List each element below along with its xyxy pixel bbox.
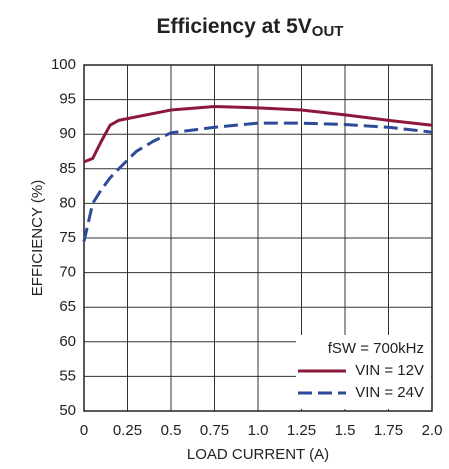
series-line	[82, 121, 433, 242]
x-tick-label: 1.0	[248, 422, 269, 439]
y-tick-label: 95	[59, 91, 76, 108]
x-tick-label: 1.5	[335, 422, 356, 439]
title-main: Efficiency at 5V	[157, 15, 312, 38]
y-tick-label: 85	[59, 160, 76, 177]
legend-label: VIN = 12V	[355, 362, 424, 379]
legend-label: VIN = 24V	[355, 384, 424, 401]
y-tick-label: 70	[59, 264, 76, 281]
x-tick-label: 2.0	[422, 422, 443, 439]
y-tick-label: 50	[59, 402, 76, 419]
x-axis-label: LOAD CURRENT (A)	[187, 446, 329, 463]
x-tick-label: 0.5	[161, 422, 182, 439]
y-tick-label: 65	[59, 298, 76, 315]
series-line	[83, 105, 433, 164]
x-tick-label: 0.25	[113, 422, 142, 439]
y-tick-label: 80	[59, 194, 76, 211]
x-tick-label: 0.75	[200, 422, 229, 439]
y-tick-label: 100	[51, 56, 76, 73]
title-sub: OUT	[312, 23, 344, 40]
x-tick-label: 1.75	[374, 422, 403, 439]
chart-title: Efficiency at 5VOUT	[157, 15, 344, 40]
y-tick-label: 75	[59, 229, 76, 246]
y-tick-label: 60	[59, 333, 76, 350]
y-axis-label: EFFICIENCY (%)	[29, 180, 46, 296]
x-tick-label: 0	[80, 422, 88, 439]
x-tick-label: 1.25	[287, 422, 316, 439]
annotation: fSW = 700kHz	[328, 340, 424, 357]
y-tick-label: 55	[59, 367, 76, 384]
y-tick-label: 90	[59, 125, 76, 142]
